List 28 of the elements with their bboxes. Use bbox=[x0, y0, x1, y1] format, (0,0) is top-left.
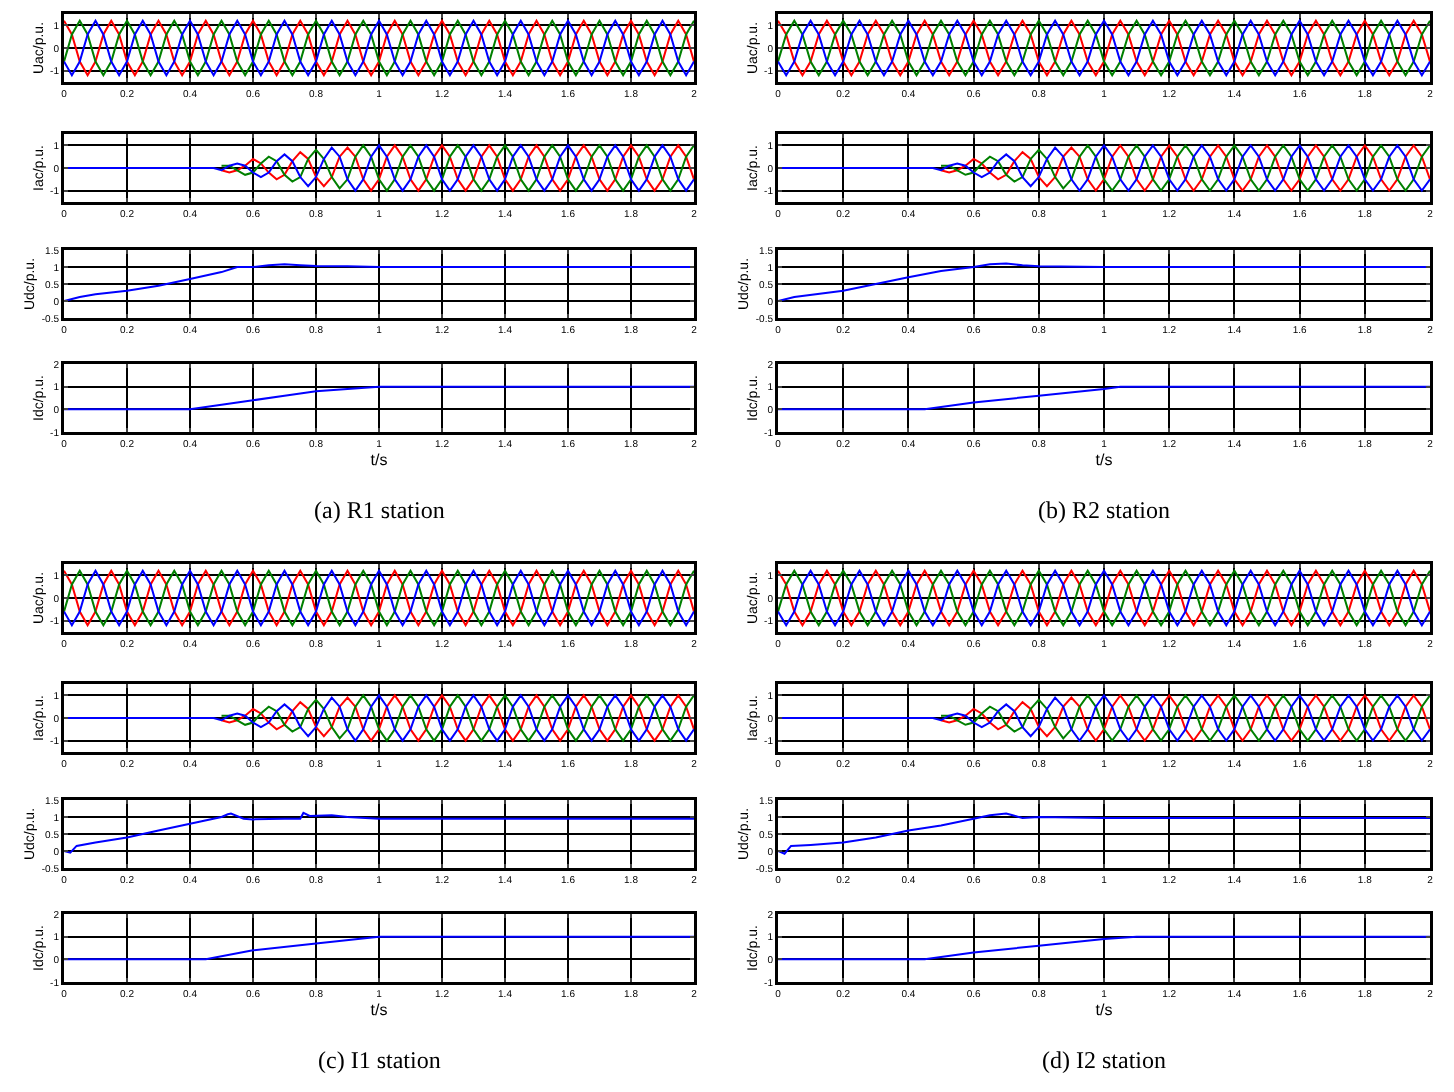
line-series bbox=[778, 385, 1430, 411]
line-series bbox=[940, 694, 1430, 742]
line-series bbox=[778, 262, 1430, 302]
line-series bbox=[778, 694, 1430, 742]
text: (b) R2 station bbox=[1038, 496, 1170, 524]
line-series bbox=[64, 144, 694, 192]
line-series bbox=[64, 385, 694, 411]
line-series bbox=[220, 694, 694, 742]
line-series bbox=[778, 812, 1430, 855]
x-axis-title: t/s bbox=[1095, 1001, 1113, 1019]
line-series bbox=[778, 144, 1430, 192]
x-axis-title: t/s bbox=[1095, 451, 1113, 469]
line-series bbox=[64, 935, 694, 961]
line-series bbox=[64, 811, 694, 854]
text: (c) I1 station bbox=[318, 1046, 441, 1074]
line-series bbox=[64, 569, 694, 627]
line-series bbox=[778, 569, 1430, 627]
x-axis-title: t/s bbox=[370, 1001, 388, 1019]
line-series bbox=[64, 694, 694, 742]
line-series bbox=[778, 935, 1430, 961]
text: (d) I2 station bbox=[1042, 1046, 1166, 1074]
text: (a) R1 station bbox=[314, 496, 445, 524]
line-series bbox=[220, 144, 694, 192]
line-series bbox=[778, 19, 1430, 77]
line-series bbox=[940, 144, 1430, 192]
line-series bbox=[64, 19, 694, 77]
line-series bbox=[64, 263, 694, 302]
x-axis-title: t/s bbox=[370, 451, 388, 469]
